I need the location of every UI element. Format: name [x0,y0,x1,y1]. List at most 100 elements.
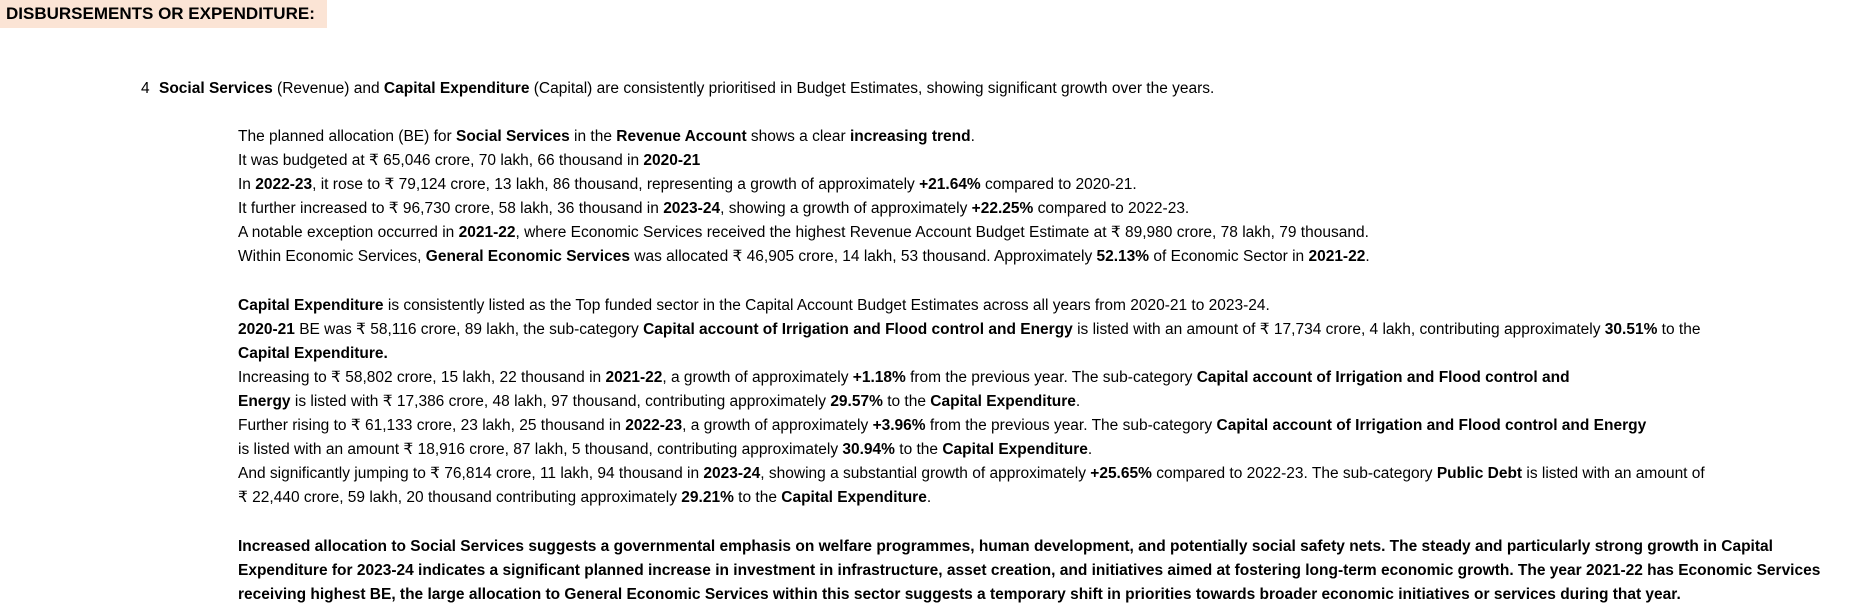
text-run: shows a clear [746,128,850,145]
text-run: was allocated ₹ 46,905 crore, 14 lakh, 5… [629,248,1097,265]
text-run: , where Economic Services received the h… [515,224,1369,241]
bold-run: +1.18% [852,369,906,386]
bold-run: 2023-24 [663,200,721,217]
text-run: It further increased to ₹ 96,730 crore, … [238,200,664,217]
conclusion-line-1: Increased allocation to Social Services … [238,538,1773,555]
text-run: in the [569,128,617,145]
revenue-line-6: Within Economic Services, General Econom… [238,245,1838,269]
text-run: to the [882,393,931,410]
bold-run: 30.51% [1604,321,1658,338]
bold-run: Revenue Account [616,128,747,145]
text-run: to the [1657,321,1701,338]
text-run: , showing a substantial growth of approx… [760,465,1091,482]
text-run: is listed with an amount ₹ 18,916 crore,… [238,441,843,458]
bold-run: 52.13% [1096,248,1150,265]
text-run: , it rose to ₹ 79,124 crore, 13 lakh, 86… [312,176,920,193]
bold-run: Capital account of Irrigation and Flood … [1196,369,1570,386]
text-run: from the previous year. The sub-category [925,417,1217,434]
bold-run: Capital account of Irrigation and Flood … [1216,417,1647,434]
text-run: to the [733,489,782,506]
text-run: compared to 2022-23. The sub-category [1151,465,1437,482]
text-run: In [238,176,256,193]
bold-run: Energy [238,393,291,410]
text-run: is consistently listed as the Top funded… [383,297,1270,314]
bold-run: 2020-21 [643,152,701,169]
text-run: . [1365,248,1370,265]
bold-run: Social Services [455,128,570,145]
capital-line-4: Increasing to ₹ 58,802 crore, 15 lakh, 2… [238,366,1838,390]
revenue-account-paragraph: The planned allocation (BE) for Social S… [238,125,1838,269]
bold-run: 29.57% [830,393,883,410]
revenue-line-5: A notable exception occurred in 2021-22,… [238,221,1838,245]
text-run: A notable exception occurred in [238,224,459,241]
capital-line-3: Capital Expenditure. [238,342,1838,366]
capital-line-5: Energy is listed with ₹ 17,386 crore, 48… [238,390,1838,414]
text-run: Increasing to ₹ 58,802 crore, 15 lakh, 2… [238,369,606,386]
bold-run: +25.65% [1090,465,1152,482]
text-run: is listed with an amount of ₹ 17,734 cro… [1072,321,1605,338]
conclusion-line-2: Expenditure for 2023-24 indicates a sign… [238,562,1821,579]
text-run: And significantly jumping to ₹ 76,814 cr… [238,465,704,482]
bold-run: 2022-23 [625,417,683,434]
text-run: compared to 2022-23. [1033,200,1190,217]
point-bold-social-services: Social Services [159,80,273,97]
text-run: . [926,489,932,506]
revenue-line-3: In 2022-23, it rose to ₹ 79,124 crore, 1… [238,173,1838,197]
bold-run: Capital Expenditure. [238,345,388,362]
bold-run: +21.64% [919,176,981,193]
bold-run: Capital Expenditure [238,297,384,314]
text-run: , a growth of approximately [682,417,873,434]
bold-run: 2023-24 [703,465,761,482]
bold-run: General Economic Services [425,248,630,265]
bold-run: Capital Expenditure [930,393,1076,410]
text-run: is listed with an amount of [1522,465,1705,482]
revenue-line-4: It further increased to ₹ 96,730 crore, … [238,197,1838,221]
bold-run: 29.21% [681,489,734,506]
text-run: . [970,128,975,145]
bold-run: 2021-22 [605,369,663,386]
text-run: The planned allocation (BE) for [238,128,456,145]
capital-line-8: And significantly jumping to ₹ 76,814 cr… [238,462,1838,486]
text-run: It was budgeted at ₹ 65,046 crore, 70 la… [238,152,644,169]
bold-run: 2020-21 [238,321,295,338]
capital-line-1: Capital Expenditure is consistently list… [238,294,1838,318]
text-run: compared to 2020-21. [980,176,1137,193]
summary-point: 4 Social Services (Revenue) and Capital E… [141,77,1214,101]
text-run: is listed with ₹ 17,386 crore, 48 lakh, … [290,393,831,410]
bold-run: increasing trend [850,128,971,145]
text-run: of Economic Sector in [1149,248,1309,265]
text-run: , a growth of approximately [662,369,853,386]
bold-run: Capital account of Irrigation and Flood … [643,321,1073,338]
text-run: from the previous year. The sub-category [905,369,1197,386]
text-run: Further rising to ₹ 61,133 crore, 23 lak… [238,417,626,434]
text-run: . [1087,441,1093,458]
section-heading: DISBURSEMENTS OR EXPENDITURE: [0,0,327,28]
conclusion-line-3: receiving highest BE, the large allocati… [238,586,1681,603]
point-number: 4 [141,80,150,97]
bold-run: Capital Expenditure [781,489,927,506]
conclusion-paragraph: Increased allocation to Social Services … [238,535,1838,607]
capital-account-paragraph: Capital Expenditure is consistently list… [238,294,1838,510]
bold-run: 2022-23 [255,176,313,193]
text-run: Within Economic Services, [238,248,426,265]
bold-run: 2021-22 [458,224,516,241]
bold-run: +3.96% [872,417,926,434]
text-run: . [1075,393,1081,410]
capital-line-2: 2020-21 BE was ₹ 58,116 crore, 89 lakh, … [238,318,1838,342]
capital-line-7: is listed with an amount ₹ 18,916 crore,… [238,438,1838,462]
point-text: (Capital) are consistently prioritised i… [529,80,1215,97]
point-bold-capital-expenditure: Capital Expenditure [383,80,530,97]
bold-run: 30.94% [842,441,895,458]
revenue-line-2: It was budgeted at ₹ 65,046 crore, 70 la… [238,149,1838,173]
capital-line-9: ₹ 22,440 crore, 59 lakh, 20 thousand con… [238,486,1838,510]
text-run: BE was ₹ 58,116 crore, 89 lakh, the sub-… [294,321,644,338]
capital-line-6: Further rising to ₹ 61,133 crore, 23 lak… [238,414,1838,438]
text-run: to the [894,441,943,458]
revenue-line-1: The planned allocation (BE) for Social S… [238,125,1838,149]
bold-run: 2021-22 [1308,248,1366,265]
bold-run: Capital Expenditure [942,441,1088,458]
bold-run: Public Debt [1436,465,1523,482]
bold-run: +22.25% [971,200,1034,217]
text-run: ₹ 22,440 crore, 59 lakh, 20 thousand con… [238,489,682,506]
text-run: , showing a growth of approximately [720,200,972,217]
